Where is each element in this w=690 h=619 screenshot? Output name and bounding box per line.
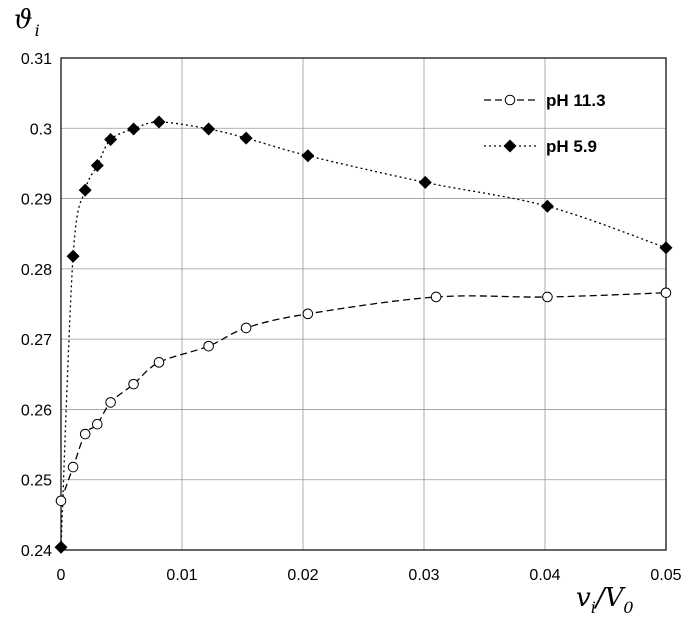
data-point-series-1 <box>54 540 68 554</box>
data-point-series-1 <box>540 199 554 213</box>
x-axis-title-main: v <box>576 583 591 613</box>
data-point-series-0 <box>128 378 139 390</box>
x-axis-title-slash: / <box>593 583 607 613</box>
x-tick-label: 0.02 <box>287 567 318 584</box>
x-tick-label: 0 <box>57 567 66 584</box>
legend-label-1: pH 5.9 <box>546 137 597 156</box>
data-point-series-1 <box>104 133 118 147</box>
plot-frame <box>60 57 667 551</box>
data-point-series-1 <box>152 115 166 129</box>
data-point-series-0 <box>55 495 67 507</box>
data-point-series-0 <box>660 287 672 299</box>
data-point-series-1 <box>90 159 104 173</box>
data-point-series-1 <box>78 183 92 197</box>
x-tick-label: 0.05 <box>650 567 681 584</box>
data-point-series-1 <box>239 131 253 145</box>
data-point-series-0 <box>302 308 314 320</box>
x-axis-title-main2: V <box>605 583 626 613</box>
series-points <box>54 115 673 554</box>
legend: pH 11.3 pH 5.9 <box>484 91 606 156</box>
data-point-series-0 <box>153 357 165 368</box>
legend-marker-1 <box>503 139 517 153</box>
x-tick-label: 0.04 <box>529 567 560 584</box>
x-tick-labels: 0 0.01 0.02 0.03 0.04 0.05 <box>57 567 682 584</box>
y-tick-label: 0.27 <box>21 332 52 349</box>
data-point-series-1 <box>127 122 141 136</box>
y-tick-labels: 0.24 0.25 0.26 0.27 0.28 0.29 0.3 0.31 <box>21 51 52 560</box>
data-point-series-1 <box>301 149 315 163</box>
y-tick-label: 0.31 <box>21 51 52 68</box>
data-point-series-0 <box>67 461 79 473</box>
data-point-series-1 <box>659 241 673 255</box>
x-axis-title-sub: i <box>591 598 596 617</box>
data-point-series-1 <box>418 175 432 189</box>
y-tick-label: 0.3 <box>30 121 52 138</box>
data-point-series-1 <box>66 249 80 263</box>
data-point-series-0 <box>542 291 553 303</box>
x-tick-label: 0.03 <box>408 567 439 584</box>
x-axis-title-sub2: 0 <box>623 598 633 617</box>
data-point-series-0 <box>79 428 91 440</box>
series-line-0 <box>60 292 667 502</box>
x-axis-title: vi/V0 <box>576 583 634 617</box>
y-tick-label: 0.28 <box>21 262 52 279</box>
y-axis-title-main: ϑ <box>14 5 33 35</box>
data-point-series-0 <box>430 291 442 303</box>
legend-label-0: pH 11.3 <box>546 91 606 110</box>
y-tick-label: 0.25 <box>21 473 52 490</box>
data-point-series-0 <box>92 418 103 430</box>
x-tick-label: 0.01 <box>166 567 197 584</box>
y-axis-title-sub: i <box>35 21 40 40</box>
data-point-series-0 <box>203 340 214 352</box>
y-tick-label: 0.29 <box>21 192 52 209</box>
data-point-series-0 <box>240 322 252 334</box>
series-lines <box>60 121 667 548</box>
y-tick-label: 0.24 <box>21 543 52 560</box>
grid <box>60 57 667 551</box>
legend-marker-0 <box>504 94 516 106</box>
y-tick-label: 0.26 <box>21 402 52 419</box>
series-line-1 <box>60 121 667 548</box>
data-point-series-1 <box>202 122 216 136</box>
data-point-series-0 <box>105 397 116 408</box>
